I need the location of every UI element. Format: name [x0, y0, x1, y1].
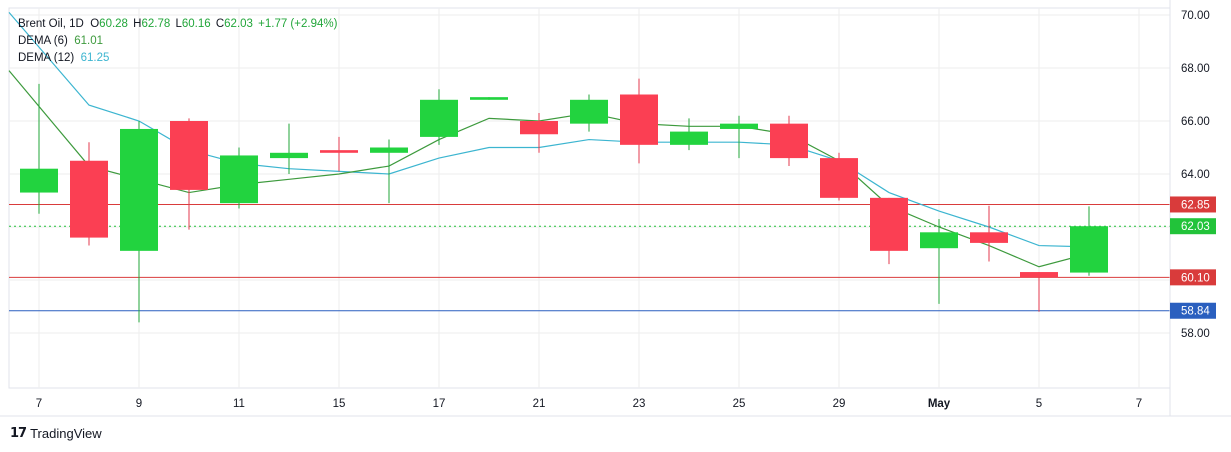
- change-value: +1.77 (+2.94%): [258, 18, 338, 30]
- candle-body: [420, 99, 458, 137]
- level-badge: [1170, 302, 1216, 319]
- close-value: 62.03: [224, 18, 253, 30]
- candle-body: [520, 121, 558, 135]
- candle-body: [970, 232, 1008, 243]
- candle: [770, 115, 808, 167]
- candle: [220, 147, 258, 209]
- candle: [470, 97, 508, 100]
- x-tick-label: 17: [433, 398, 446, 410]
- y-tick-label: 70.00: [1181, 10, 1210, 22]
- x-tick-label: 7: [36, 398, 42, 410]
- candle-body: [720, 123, 758, 129]
- candle-body: [870, 197, 908, 251]
- close-label: C: [215, 18, 225, 30]
- candle: [120, 121, 158, 323]
- x-tick-label: 15: [333, 398, 346, 410]
- candle-body: [770, 123, 808, 159]
- candle: [170, 118, 208, 230]
- candle-body: [320, 150, 358, 153]
- candle: [620, 78, 658, 164]
- level-badge: [1170, 269, 1216, 286]
- open-label: O: [90, 18, 100, 30]
- y-tick-label: 68.00: [1181, 63, 1210, 75]
- x-tick-label: 9: [136, 398, 142, 410]
- candle-body: [20, 168, 58, 193]
- dema12-row[interactable]: DEMA (12) 61.25: [18, 50, 337, 67]
- candle-body: [1070, 226, 1108, 273]
- candles: [20, 78, 1108, 323]
- dema-lines: [8, 11, 1090, 268]
- candle-body: [570, 99, 608, 124]
- price-badges: 62.85 62.03 60.10 58.84: [1170, 196, 1216, 319]
- x-tick-label: 11: [233, 398, 245, 410]
- candle-body: [70, 160, 108, 238]
- dema6-line: [8, 70, 1090, 268]
- candle: [20, 83, 58, 214]
- low-value: 60.16: [181, 18, 211, 30]
- x-tick-label: 29: [833, 398, 846, 410]
- candle: [1020, 272, 1058, 312]
- open-value: 60.28: [99, 18, 128, 30]
- candle: [820, 152, 858, 201]
- chart-legend: Brent Oil, 1D O60.28 H62.78 L60.16 C62.0…: [18, 16, 337, 67]
- candle: [420, 89, 458, 145]
- candle-body: [370, 147, 408, 153]
- candle-body: [170, 121, 208, 190]
- candle: [970, 205, 1008, 262]
- time-axis[interactable]: 7 9 11 15 17 21 23 25 29 May 5 7: [0, 398, 1231, 417]
- x-tick-label: 7: [1136, 398, 1142, 410]
- candle-body: [470, 97, 508, 100]
- level-badge-label: 62.85: [1181, 199, 1210, 211]
- high-value: 62.78: [141, 18, 171, 30]
- symbol-label: Brent Oil, 1D: [18, 18, 84, 30]
- tradingview-logo-text: TradingView: [30, 426, 102, 441]
- candle: [1070, 206, 1108, 276]
- level-badge-label: 60.10: [1181, 272, 1210, 284]
- candle: [520, 113, 558, 153]
- level-badge-label: 58.84: [1181, 306, 1210, 318]
- dema6-row[interactable]: DEMA (6) 61.01: [18, 33, 337, 50]
- dema12-value: 61.25: [80, 52, 110, 64]
- candle-body: [1020, 272, 1058, 278]
- y-tick-label: 64.00: [1181, 169, 1210, 181]
- candle: [70, 142, 108, 246]
- level-badge-label: 62.03: [1181, 221, 1210, 233]
- y-tick-label: 58.00: [1181, 328, 1210, 340]
- x-tick-label: May: [928, 398, 951, 410]
- x-tick-label: 25: [733, 398, 746, 410]
- candle-body: [820, 158, 858, 198]
- candle: [670, 118, 708, 151]
- candle-body: [120, 128, 158, 251]
- low-label: L: [175, 18, 182, 30]
- level-badge: [1170, 218, 1216, 235]
- candle: [320, 136, 358, 172]
- candle: [870, 197, 908, 265]
- high-label: H: [133, 18, 142, 30]
- candle-body: [220, 155, 258, 204]
- dema6-label: DEMA (6): [18, 35, 68, 47]
- candle-body: [620, 94, 658, 145]
- candle-body: [670, 131, 708, 145]
- candle: [720, 115, 758, 159]
- level-badge: [1170, 196, 1216, 213]
- dema12-line: [8, 11, 1090, 248]
- candle-body: [270, 152, 308, 159]
- x-tick-label: 23: [633, 398, 646, 410]
- candle: [570, 94, 608, 132]
- x-tick-label: 5: [1036, 398, 1042, 410]
- candle-body: [920, 232, 958, 249]
- ohlc-row: Brent Oil, 1D O60.28 H62.78 L60.16 C62.0…: [18, 16, 337, 33]
- candle: [370, 139, 408, 204]
- tradingview-logo[interactable]: 17 TradingView: [10, 426, 102, 441]
- candle: [920, 219, 958, 304]
- dema12-label: DEMA (12): [18, 52, 75, 64]
- dema6-value: 61.01: [74, 35, 104, 47]
- x-tick-label: 21: [533, 398, 546, 410]
- y-tick-label: 66.00: [1181, 116, 1210, 128]
- candle: [270, 123, 308, 174]
- horizontal-levels: [9, 203, 1170, 312]
- tradingview-logo-icon: 17: [10, 426, 27, 441]
